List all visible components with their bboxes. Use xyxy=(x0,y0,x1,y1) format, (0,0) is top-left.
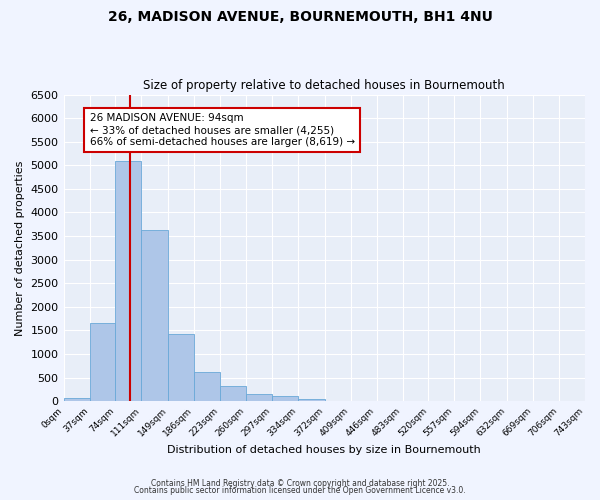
Bar xyxy=(115,160,142,401)
Bar xyxy=(220,386,246,401)
Bar xyxy=(89,324,115,401)
Bar xyxy=(142,230,168,401)
Bar xyxy=(272,396,298,401)
Text: Contains HM Land Registry data © Crown copyright and database right 2025.: Contains HM Land Registry data © Crown c… xyxy=(151,478,449,488)
Bar xyxy=(194,372,220,401)
Y-axis label: Number of detached properties: Number of detached properties xyxy=(15,160,25,336)
Text: Contains public sector information licensed under the Open Government Licence v3: Contains public sector information licen… xyxy=(134,486,466,495)
Text: 26, MADISON AVENUE, BOURNEMOUTH, BH1 4NU: 26, MADISON AVENUE, BOURNEMOUTH, BH1 4NU xyxy=(107,10,493,24)
Text: 26 MADISON AVENUE: 94sqm
← 33% of detached houses are smaller (4,255)
66% of sem: 26 MADISON AVENUE: 94sqm ← 33% of detach… xyxy=(89,114,355,146)
Bar xyxy=(298,399,325,401)
Bar xyxy=(168,334,194,401)
Bar xyxy=(64,398,89,401)
X-axis label: Distribution of detached houses by size in Bournemouth: Distribution of detached houses by size … xyxy=(167,445,481,455)
Title: Size of property relative to detached houses in Bournemouth: Size of property relative to detached ho… xyxy=(143,79,505,92)
Bar xyxy=(246,394,272,401)
